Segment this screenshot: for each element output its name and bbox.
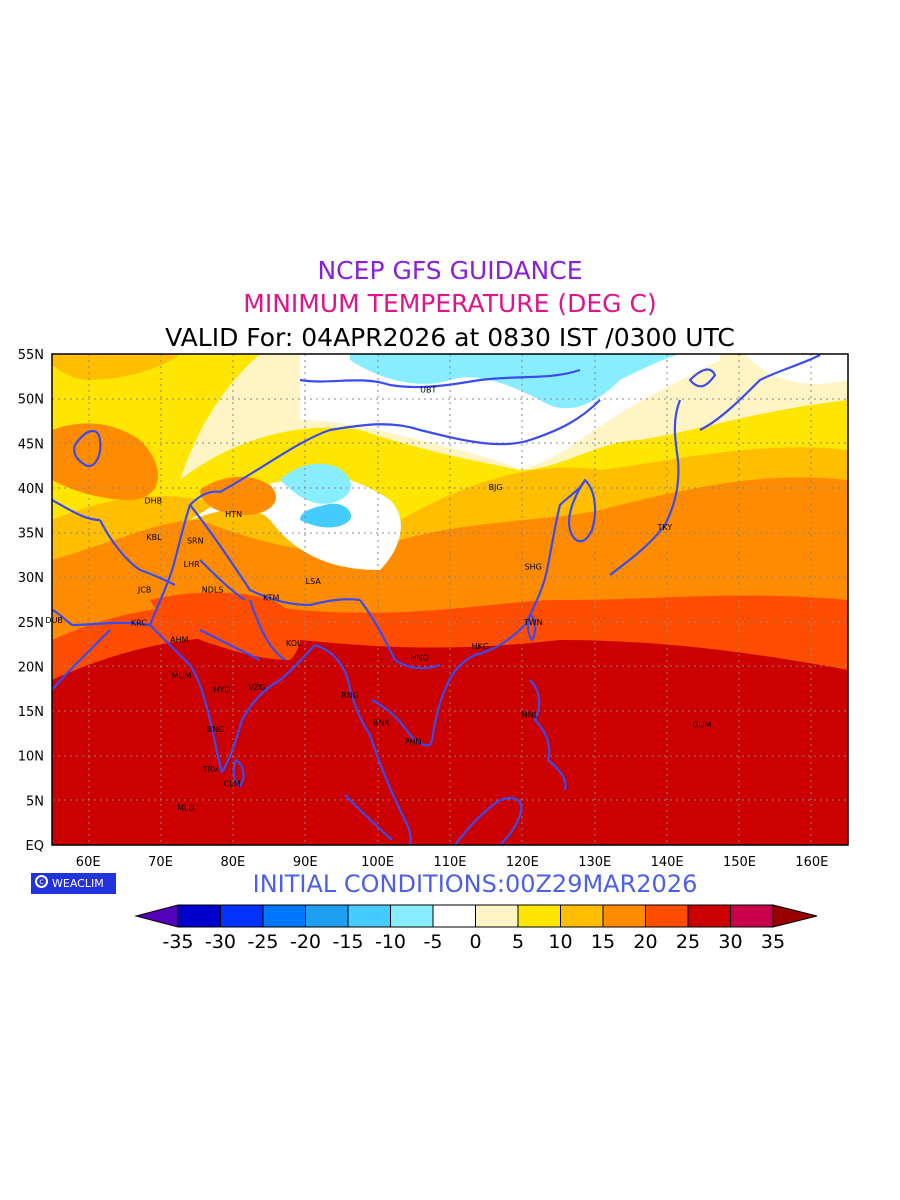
initial-conditions: INITIAL CONDITIONS:00Z29MAR2026 — [252, 870, 698, 898]
city-label: MNL — [521, 711, 539, 720]
city-label: DHB — [144, 496, 162, 505]
longitude-labels: 60E 70E 80E 90E 100E 110E 120E 130E 140E 150E 160E — [76, 855, 829, 870]
city-label: PHN — [405, 737, 422, 746]
title-line-2: MINIMUM TEMPERATURE (DEG C) — [243, 289, 657, 318]
city-label: NDLS — [202, 586, 224, 595]
city-label: AHM — [170, 636, 188, 645]
lat-label: 5N — [26, 794, 44, 809]
lon-label: 60E — [76, 855, 101, 870]
city-label: KTM — [263, 594, 280, 603]
city-label: CLM — [224, 779, 241, 788]
city-label: LSA — [306, 577, 322, 586]
city-labels: UBT BJG DHB HTN KBL SRN LHR TKY SHG LSA JCB NDLS KTM… — [45, 386, 711, 813]
latitude-labels: 55N 50N 45N 40N 35N 30N 25N 20N 15N 10N 5N EQ — [18, 348, 44, 854]
city-label: LHR — [184, 560, 200, 569]
lon-label: 110E — [433, 855, 466, 870]
city-label: KRC — [131, 619, 147, 628]
copyright-icon: c — [35, 875, 48, 888]
city-label: MUM — [172, 671, 192, 680]
lat-label: 55N — [18, 348, 44, 363]
city-label: SHG — [525, 562, 542, 571]
city-label: GUM — [692, 720, 711, 729]
lat-label: EQ — [26, 839, 44, 854]
title-line-3: VALID For: 04APR2026 at 0830 IST /0300 U… — [165, 323, 735, 352]
lat-label: 15N — [18, 705, 44, 720]
city-label: TKY — [657, 523, 673, 532]
weaclim-logo: c WEACLIM — [31, 873, 116, 894]
lat-label: 35N — [18, 527, 44, 542]
lon-label: 160E — [795, 855, 828, 870]
lat-label: 30N — [18, 571, 44, 586]
lon-label: 100E — [361, 855, 394, 870]
lon-label: 140E — [651, 855, 684, 870]
lat-label: 40N — [18, 482, 44, 497]
city-label: KOL — [286, 639, 302, 648]
city-label: HKG — [472, 642, 489, 651]
lat-label: 20N — [18, 660, 44, 675]
lon-label: 150E — [723, 855, 756, 870]
city-label: UBT — [420, 386, 436, 395]
city-label: VZG — [248, 683, 265, 692]
temperature-field — [52, 354, 848, 845]
city-label: BJG — [489, 483, 503, 492]
city-label: HTN — [225, 510, 242, 519]
plot-frame — [51, 353, 849, 846]
lat-label: 45N — [18, 437, 44, 452]
city-label: HNO — [410, 654, 428, 663]
lon-label: 130E — [578, 855, 611, 870]
lon-label: 90E — [293, 855, 318, 870]
city-label: TWN — [523, 618, 543, 627]
lon-label: 70E — [148, 855, 173, 870]
coastlines-and-borders — [52, 354, 821, 845]
city-label: RNG — [341, 691, 359, 700]
city-label: JCB — [137, 586, 151, 595]
city-label: BNK — [373, 719, 390, 728]
city-label: BNG — [207, 725, 225, 734]
city-label: HYD — [214, 686, 231, 695]
logo-text: WEACLIM — [52, 877, 104, 890]
title-line-1: NCEP GFS GUIDANCE — [317, 256, 583, 285]
lat-label: 10N — [18, 750, 44, 765]
city-label: KBL — [146, 533, 162, 542]
lat-label: 25N — [18, 616, 44, 631]
city-label: DUB — [45, 616, 63, 625]
lon-label: 80E — [221, 855, 246, 870]
graticule — [52, 354, 848, 845]
lon-label: 120E — [506, 855, 539, 870]
lat-label: 50N — [18, 393, 44, 408]
city-label: MLD — [177, 804, 195, 813]
city-label: TRV — [202, 765, 219, 774]
city-label: SRN — [187, 537, 204, 546]
